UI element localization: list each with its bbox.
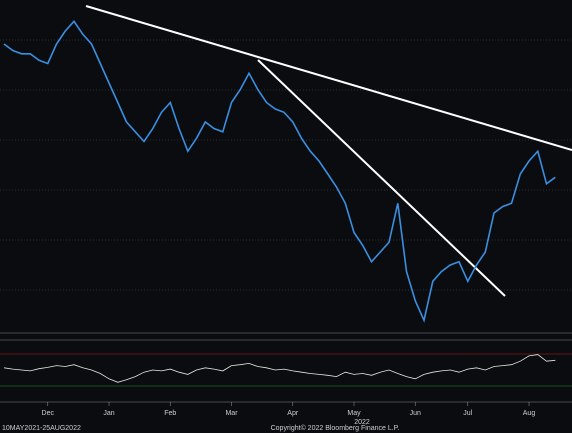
x-tick-label: Jan xyxy=(103,410,114,417)
x-tick-label: Apr xyxy=(287,410,299,417)
trendline xyxy=(85,5,572,151)
copyright: Copyright© 2022 Bloomberg Finance L.P. xyxy=(271,424,400,432)
series-line xyxy=(3,354,556,383)
x-tick-label: Feb xyxy=(164,410,176,417)
grid xyxy=(0,39,572,291)
x-tick-label: Jun xyxy=(410,410,421,417)
x-tick-label: Mar xyxy=(225,410,238,417)
trendline xyxy=(257,59,506,297)
x-tick-label: Dec xyxy=(42,410,55,417)
date-range: 10MAY2021-25AUG2022 xyxy=(2,425,81,432)
year-label: 2022 xyxy=(354,419,370,426)
x-tick-label: May xyxy=(347,410,361,417)
x-tick-label: Aug xyxy=(523,410,536,417)
series-line xyxy=(3,20,556,323)
x-tick-label: Jul xyxy=(463,410,472,417)
